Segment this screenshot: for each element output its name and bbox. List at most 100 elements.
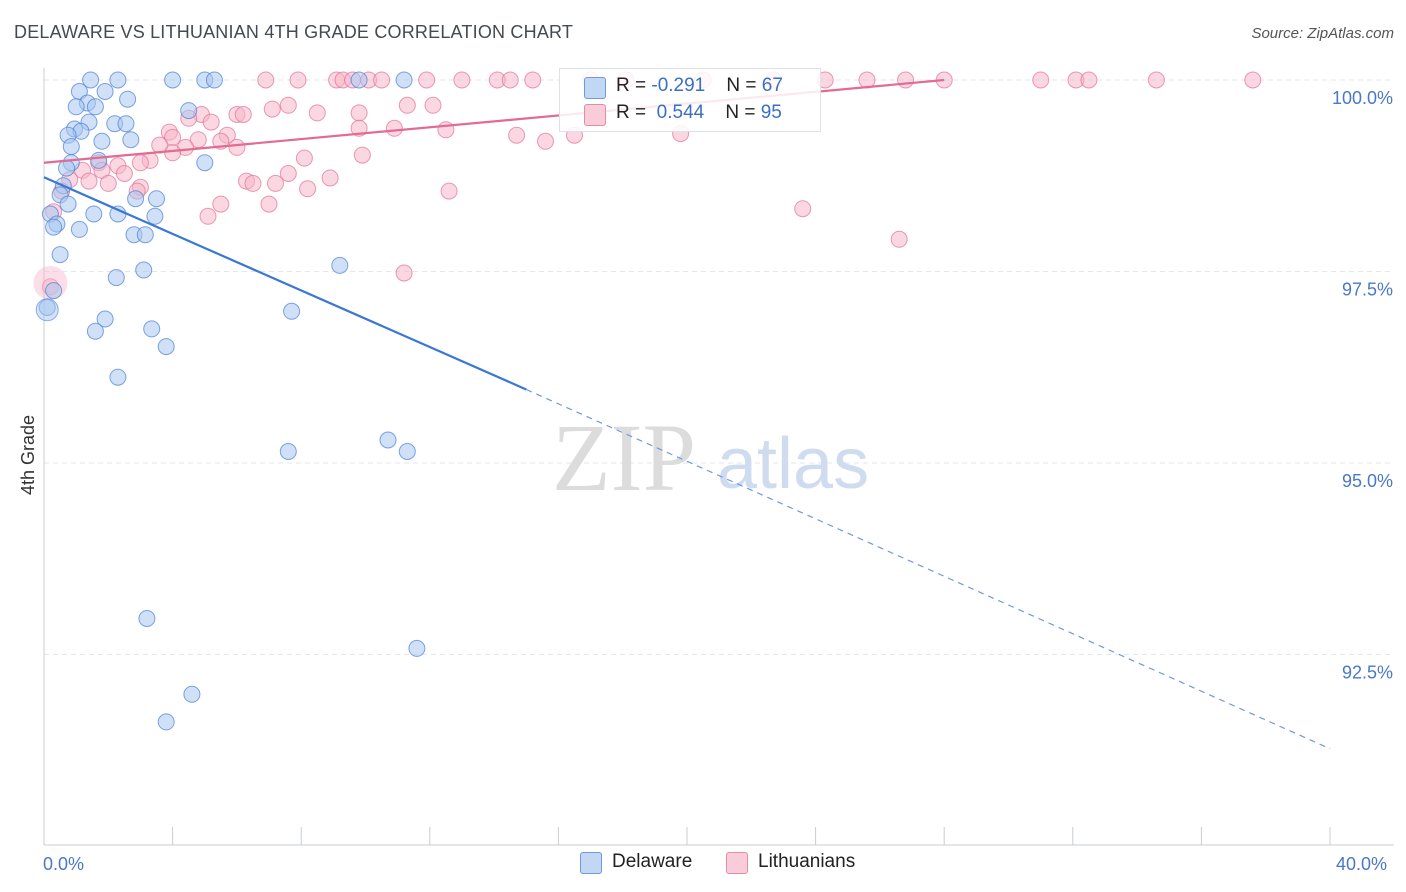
legend-n-value: 95 [760,102,782,123]
y-tick-label: 92.5% [1342,663,1393,683]
data-point [70,220,88,238]
data-point [353,146,371,164]
legend-r-label: R = [616,102,652,123]
data-point [183,685,201,703]
data-point [395,71,413,89]
data-point [86,322,104,340]
data-point [279,443,297,460]
data-point [283,302,301,320]
data-point [350,104,368,122]
data-point [424,96,442,114]
data-point [199,207,217,225]
data-point [524,71,542,89]
data-point [62,138,80,156]
x-tick-label-left: 0.0% [43,854,84,874]
data-point [117,115,135,133]
chart-title: DELAWARE VS LITHUANIAN 4TH GRADE CORRELA… [14,22,574,42]
legend-r-value: 0.544 [656,102,705,123]
legend-text-delaware: R = -0.291 N = 67 [616,75,783,97]
data-point [45,282,63,300]
data-point [138,610,156,627]
data-point [267,174,284,192]
data-point [131,154,149,172]
data-point [99,174,117,192]
data-point [263,100,281,118]
data-point [157,713,175,731]
data-point [257,71,275,89]
data-point [51,246,69,264]
data-point [295,149,313,167]
data-point [897,71,915,89]
legend-n-label: N = [726,75,762,96]
data-point [228,138,246,156]
data-point [794,200,812,218]
data-point [350,71,368,89]
data-point [96,83,114,100]
data-point [119,90,137,108]
data-point [234,106,252,123]
data-point [82,71,100,89]
data-point [59,195,77,213]
data-point [398,443,416,460]
legend-swatch-delaware [584,77,606,99]
y-tick-label: 95.0% [1342,471,1393,491]
y-tick-label: 97.5% [1342,280,1393,300]
data-point [127,190,145,208]
data-point [418,71,436,89]
data-point [212,195,230,213]
watermark: ZIP atlas [552,404,869,511]
bottom-legend-label-delaware: Delaware [612,851,693,872]
trend-line-delaware [43,176,527,391]
bottom-legend-swatch-lithuanians [726,852,748,874]
data-point [205,71,223,89]
data-point [96,310,114,328]
legend-r-label: R = [616,75,652,96]
legend-swatch-lithuanians [584,104,606,126]
data-point [35,298,59,322]
watermark-zip: ZIP [552,404,696,511]
y-tick-label: 100.0% [1332,88,1393,108]
data-point [164,71,182,89]
data-point [1147,71,1165,89]
data-point [86,98,104,116]
data-point [122,131,140,149]
data-point [398,96,416,114]
data-point [260,195,278,213]
series-delaware [35,71,426,731]
data-point [109,71,127,89]
watermark-atlas: atlas [717,424,869,504]
data-point [67,98,85,116]
gridlines [44,79,1394,655]
data-point [308,104,326,122]
data-point [143,320,161,338]
bottom-legend-label-lithuanians: Lithuanians [758,851,856,872]
data-point [93,132,111,150]
data-point [890,230,908,248]
data-point [109,368,127,386]
data-point [508,126,526,144]
legend-n-label: N = [725,102,761,123]
data-point [45,218,63,236]
data-point [136,226,154,244]
data-point [279,96,297,114]
y-axis-label: 4th Grade [18,415,38,495]
data-point [501,71,519,89]
data-point [1244,71,1262,89]
data-point [146,207,164,225]
data-point [279,165,297,182]
legend-r-value: -0.291 [651,75,706,96]
data-point [537,132,554,150]
data-point [453,71,471,89]
data-point [299,180,317,198]
legend-text-lithuanians: R = 0.544 N = 95 [616,102,782,124]
source-label: Source: ZipAtlas.com [1251,25,1394,42]
data-point [440,182,458,200]
data-point [331,256,349,274]
data-point [157,338,175,356]
data-point [135,261,153,279]
bottom-legend-swatch-delaware [580,852,602,874]
x-tick-labels: 0.0% 40.0% [43,854,1387,874]
data-point [148,190,165,208]
x-tick-label-right: 40.0% [1336,854,1387,874]
